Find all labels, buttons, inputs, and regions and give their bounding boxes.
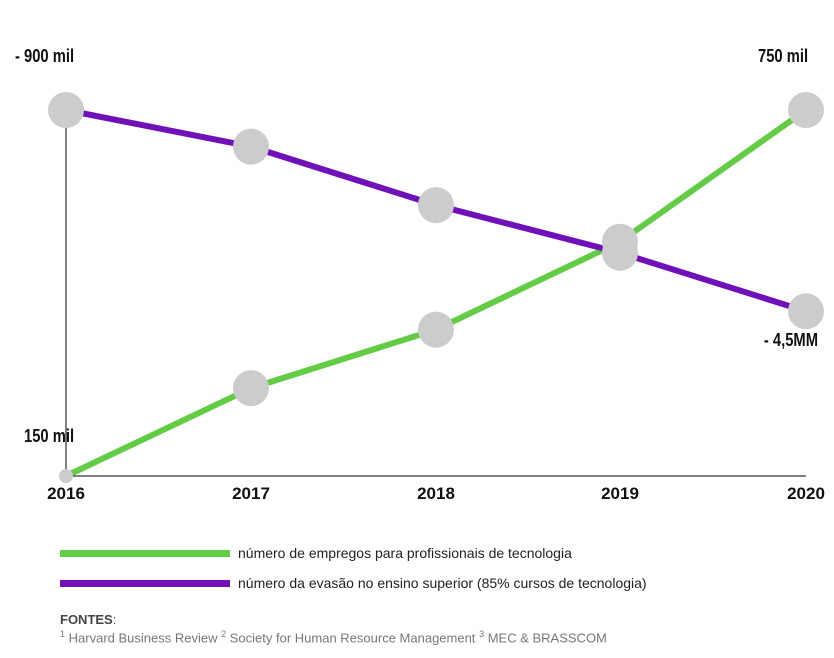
series-line-jobs <box>64 107 808 479</box>
sources-block: FONTES: 1 Harvard Business Review 2 Soci… <box>60 612 607 645</box>
legend-item-evasion: número da evasão no ensino superior (85%… <box>60 575 647 591</box>
point-evasion-2018 <box>418 187 454 224</box>
legend-label-evasion: número da evasão no ensino superior (85%… <box>238 575 647 591</box>
legend-label-jobs: número de empregos para profissionais de… <box>238 545 572 561</box>
sources-list: 1 Harvard Business Review 2 Society for … <box>60 629 607 645</box>
point-jobs-2018 <box>418 311 454 348</box>
source-3-number: 3 <box>479 629 485 639</box>
source-1-number: 1 <box>60 629 66 639</box>
legend-swatch-evasion <box>60 579 230 587</box>
point-evasion-2017 <box>233 128 269 165</box>
point-jobs-2016 <box>59 469 73 483</box>
purple-end-label: - 4,5MM <box>763 330 818 350</box>
point-evasion-2016 <box>48 92 84 128</box>
x-tick-label-2016: 2016 <box>47 484 85 503</box>
point-evasion-2020 <box>788 293 824 330</box>
point-jobs-2017 <box>233 370 269 407</box>
point-evasion-2019 <box>602 234 638 271</box>
line-chart: 2016 2017 2018 2019 2020 <box>47 92 825 503</box>
x-tick-label-2019: 2019 <box>601 484 639 503</box>
sources-heading: FONTES <box>60 612 113 627</box>
source-2: Society for Human Resource Management <box>229 630 476 646</box>
x-tick-label-2020: 2020 <box>787 484 825 503</box>
source-3: MEC & BRASSCOM <box>487 630 607 646</box>
legend-item-jobs: número de empregos para profissionais de… <box>60 545 572 561</box>
sources-colon: : <box>112 612 117 627</box>
legend-swatch-jobs <box>60 549 230 557</box>
green-start-label: 150 mil <box>24 426 75 446</box>
point-jobs-2020 <box>788 92 824 128</box>
x-tick-label-2017: 2017 <box>232 484 270 503</box>
green-end-label: 750 mil <box>757 46 808 66</box>
x-tick-label-2018: 2018 <box>417 484 455 503</box>
source-1: Harvard Business Review <box>68 630 218 646</box>
source-2-number: 2 <box>221 629 227 639</box>
purple-start-label: - 900 mil <box>15 46 75 66</box>
